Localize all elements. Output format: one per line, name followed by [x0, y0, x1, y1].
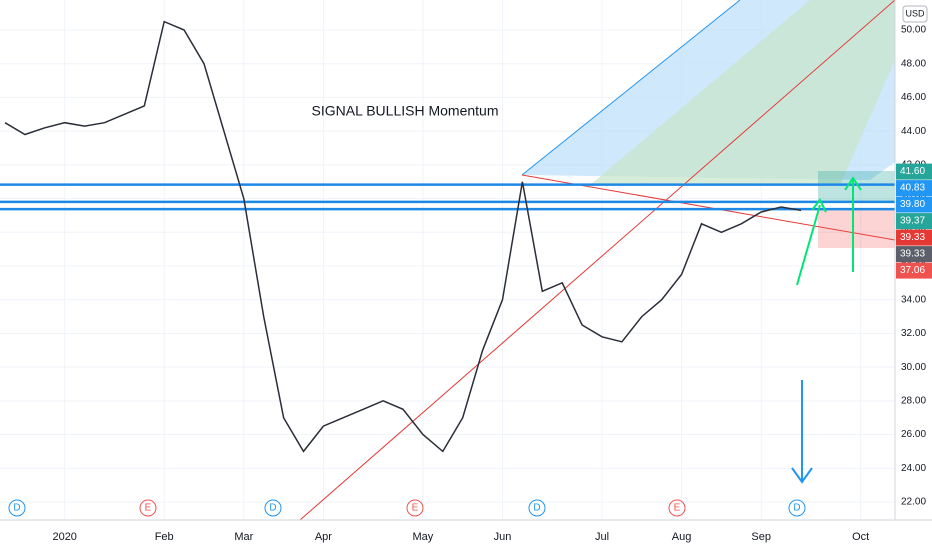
x-tick-label: Feb [155, 531, 174, 543]
x-tick-label: Aug [672, 531, 692, 543]
event-marker [668, 499, 686, 517]
y-tick-label: 44.00 [901, 126, 926, 137]
price-label-bg [896, 196, 932, 213]
median-line [299, 0, 896, 521]
currency-box [902, 5, 928, 23]
y-tick-label: 50.00 [901, 25, 926, 36]
price-label: 39.37 [900, 216, 925, 227]
event-label: E [412, 503, 419, 514]
event-label: E [674, 503, 681, 514]
y-tick-label: 48.00 [901, 58, 926, 69]
y-tick-label: 32.00 [901, 328, 926, 339]
price-label-bg [896, 262, 932, 279]
arrow [796, 204, 821, 286]
target-zone [818, 171, 895, 203]
plot [4, 20, 802, 453]
price-label-bg [896, 180, 932, 197]
event-label: D [13, 503, 20, 514]
y-tick-label: 22.00 [901, 497, 926, 508]
x-tick-label: Apr [315, 531, 332, 543]
price-label: 41.60 [900, 166, 925, 177]
y-tick-label: 30.00 [901, 362, 926, 373]
arrow-head [844, 176, 862, 191]
x-tick-label: Sep [751, 531, 771, 543]
event-marker [788, 499, 806, 517]
y-tick-label: 26.00 [901, 429, 926, 440]
horizontal-lines [0, 183, 895, 211]
event-label: E [145, 503, 152, 514]
price-label-bg [896, 213, 932, 230]
pitchfork-green [590, 0, 895, 185]
event-label: D [793, 503, 800, 514]
y-tick-label: 24.00 [901, 463, 926, 474]
price-label: 39.33 [900, 249, 925, 260]
price-label-bg [896, 246, 932, 263]
x-tick-label: Jun [494, 531, 512, 543]
x-tick-label: 2020 [52, 531, 76, 543]
fork-line [521, 0, 741, 176]
event-marker [528, 499, 546, 517]
x-tick-label: Oct [852, 531, 869, 543]
event-marker [8, 499, 26, 517]
axis-labels: 22.0024.0026.0028.0030.0032.0034.0036.00… [52, 25, 932, 543]
arrow-head [791, 467, 813, 484]
y-tick-label: 28.00 [901, 395, 926, 406]
x-tick-label: Jul [595, 531, 609, 543]
y-tick-label: 34.00 [901, 294, 926, 305]
currency: USD [905, 8, 925, 18]
event-label: D [269, 503, 276, 514]
price-label-bg [896, 229, 932, 246]
x-tick-label: Mar [234, 531, 253, 543]
event-marker [406, 499, 424, 517]
arrow-head [811, 198, 827, 213]
price-line [4, 20, 802, 453]
y-tick-label: 46.00 [901, 92, 926, 103]
x-tick-label: May [413, 531, 434, 543]
price-label-bg [896, 163, 932, 180]
event-marker [139, 499, 157, 517]
fork-base [521, 174, 896, 241]
price-label: 40.83 [900, 183, 925, 194]
price-label: 39.80 [900, 199, 925, 210]
price-label: 37.06 [900, 265, 925, 276]
price-label: 39.33 [900, 232, 925, 243]
annotation: SIGNAL BULLISH Momentum [312, 103, 499, 119]
event-marker [264, 499, 282, 517]
stop-zone [818, 210, 895, 248]
event-label: D [533, 503, 540, 514]
